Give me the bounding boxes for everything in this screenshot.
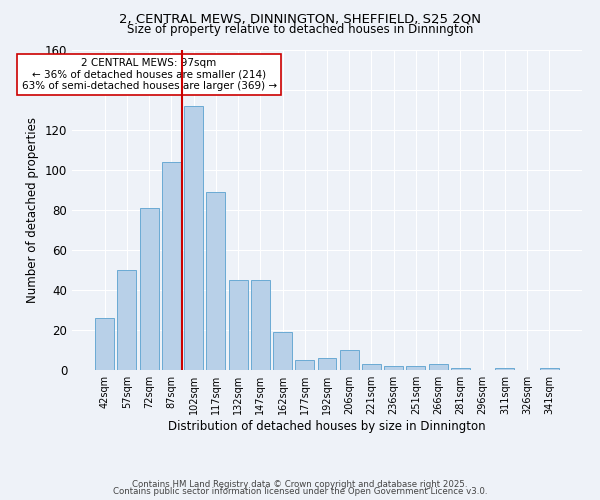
Text: Size of property relative to detached houses in Dinnington: Size of property relative to detached ho… (127, 22, 473, 36)
Bar (229, 280, 248, 370)
Text: Contains public sector information licensed under the Open Government Licence v3: Contains public sector information licen… (113, 487, 487, 496)
Bar (273, 332, 292, 370)
Bar (451, 368, 470, 370)
Bar (540, 368, 559, 370)
Bar (317, 358, 337, 370)
Bar (295, 360, 314, 370)
Bar (406, 366, 425, 370)
Bar (496, 368, 514, 370)
Bar (95, 318, 114, 370)
Bar (429, 364, 448, 370)
Bar (384, 366, 403, 370)
Text: 2 CENTRAL MEWS: 97sqm
← 36% of detached houses are smaller (214)
63% of semi-det: 2 CENTRAL MEWS: 97sqm ← 36% of detached … (22, 58, 277, 91)
Bar (184, 106, 203, 370)
Bar (362, 364, 381, 370)
Bar (206, 192, 225, 370)
Text: Contains HM Land Registry data © Crown copyright and database right 2025.: Contains HM Land Registry data © Crown c… (132, 480, 468, 489)
Text: 2, CENTRAL MEWS, DINNINGTON, SHEFFIELD, S25 2QN: 2, CENTRAL MEWS, DINNINGTON, SHEFFIELD, … (119, 12, 481, 26)
Bar (140, 208, 158, 370)
Bar (340, 350, 359, 370)
X-axis label: Distribution of detached houses by size in Dinnington: Distribution of detached houses by size … (168, 420, 486, 433)
Bar (162, 162, 181, 370)
Y-axis label: Number of detached properties: Number of detached properties (26, 117, 39, 303)
Bar (251, 280, 270, 370)
Bar (118, 270, 136, 370)
